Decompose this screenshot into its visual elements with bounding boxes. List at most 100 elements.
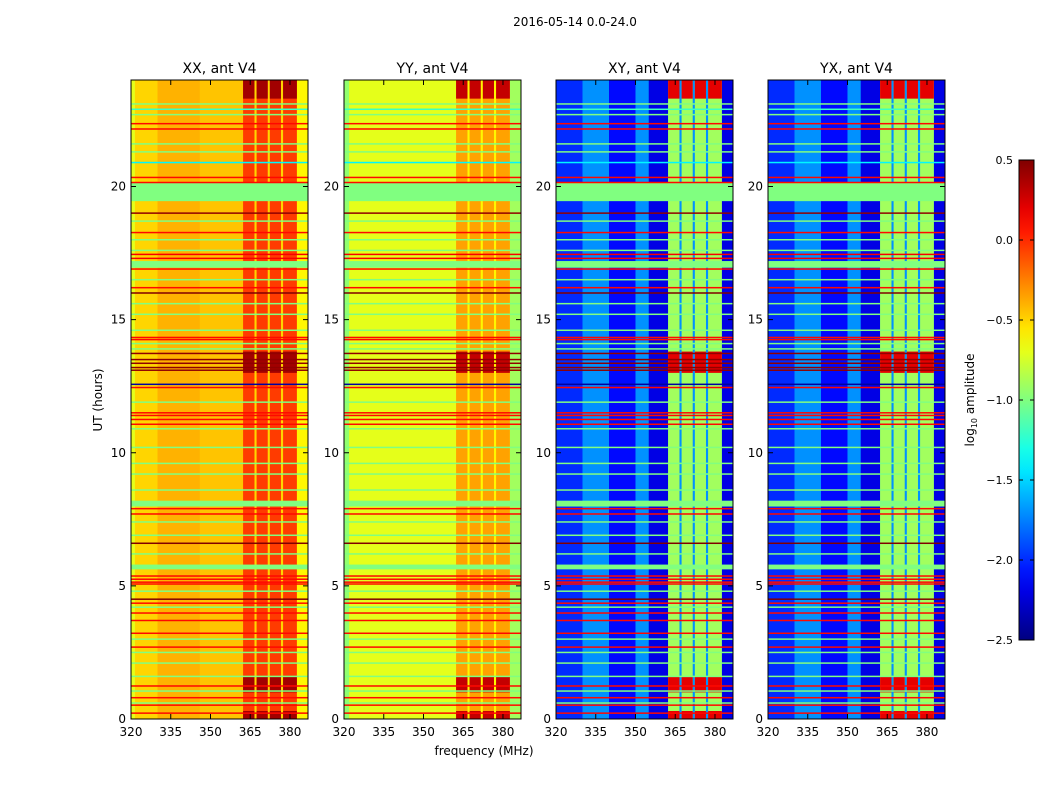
time-line (768, 336, 945, 339)
panel-frame (555, 79, 734, 720)
time-line (556, 418, 733, 421)
flagged-time-block (344, 182, 521, 202)
burst-block (243, 80, 255, 99)
burst-block (880, 80, 892, 99)
time-line (131, 313, 308, 316)
burst-block (708, 80, 722, 99)
time-line (344, 521, 521, 523)
flagged-time-block (556, 182, 733, 202)
time-line (556, 329, 733, 332)
burst-block (694, 351, 706, 373)
frequency-band (199, 80, 244, 719)
time-line (556, 704, 733, 706)
burst-block (283, 80, 297, 99)
high-band-column (269, 80, 281, 719)
time-line (344, 542, 521, 545)
time-line (556, 412, 733, 414)
time-line (131, 521, 308, 523)
y-tick-label: 15 (324, 313, 339, 327)
frequency-band (933, 80, 945, 719)
burst-block (893, 351, 905, 373)
x-tick-label: 350 (624, 725, 647, 739)
time-line (131, 619, 308, 622)
y-axis-label: UT (hours) (91, 368, 105, 431)
time-line (344, 108, 521, 111)
time-line (131, 675, 308, 678)
colorbar-tick-label: −2.0 (986, 554, 1013, 567)
frequency-band (608, 80, 636, 719)
x-tick-label: 320 (757, 725, 780, 739)
time-line (768, 675, 945, 678)
time-line (768, 302, 945, 305)
burst-block (482, 351, 494, 373)
time-line (556, 428, 733, 430)
panel-title: YX, ant V4 (819, 61, 893, 77)
time-line (344, 366, 521, 369)
time-line (131, 646, 308, 648)
frequency-band (344, 80, 350, 719)
time-line (344, 578, 521, 580)
time-line (344, 675, 521, 678)
time-line (344, 428, 521, 430)
frequency-band (349, 80, 457, 719)
colorbar: 0.5 0.0 −0.5 −1.0 −1.5 −2.0 −2.5 (986, 154, 1035, 647)
time-line (768, 414, 945, 417)
time-line (556, 712, 733, 714)
time-line (768, 418, 945, 421)
time-line (556, 239, 733, 241)
time-line (768, 513, 945, 515)
time-line (344, 401, 521, 403)
time-line (556, 358, 733, 361)
time-line (344, 286, 521, 289)
time-line (344, 412, 521, 414)
x-tick-label: 350 (199, 725, 222, 739)
burst-block (668, 80, 680, 99)
time-line (344, 690, 521, 692)
burst-block (256, 80, 268, 99)
burst-block (256, 351, 268, 373)
time-line (556, 383, 733, 386)
time-line (131, 143, 308, 145)
time-line (768, 612, 945, 614)
time-line (131, 581, 308, 583)
time-line (131, 575, 308, 577)
time-line (556, 651, 733, 654)
burst-block (893, 80, 905, 99)
time-line (556, 292, 733, 294)
time-line (131, 418, 308, 421)
time-line (556, 598, 733, 600)
time-line (131, 249, 308, 252)
frequency-band (648, 80, 669, 719)
burst-block (469, 711, 481, 719)
time-line (131, 257, 308, 260)
flagged-time-block (344, 500, 521, 507)
x-tick-label: 380 (492, 725, 515, 739)
high-band-column (708, 80, 722, 719)
panel-frame (130, 79, 309, 720)
time-line (344, 113, 521, 116)
time-line (131, 702, 308, 704)
time-line (344, 423, 521, 426)
time-line (344, 513, 521, 515)
time-line (556, 338, 733, 341)
time-line (768, 473, 945, 475)
time-line (344, 302, 521, 305)
time-line (768, 286, 945, 289)
y-tick-label: 10 (536, 446, 551, 460)
time-line (344, 383, 521, 386)
time-line (344, 685, 521, 687)
burst-block (694, 80, 706, 99)
time-line (556, 268, 733, 270)
flagged-time-block (768, 500, 945, 507)
burst-block (694, 676, 706, 693)
time-line (556, 231, 733, 234)
time-line (556, 578, 733, 580)
time-line (768, 462, 945, 465)
time-line (768, 542, 945, 545)
time-line (131, 632, 308, 635)
time-line (344, 329, 521, 332)
x-tick-label: 365 (876, 725, 899, 739)
time-line (344, 128, 521, 130)
time-line (131, 212, 308, 214)
time-line (344, 583, 521, 585)
